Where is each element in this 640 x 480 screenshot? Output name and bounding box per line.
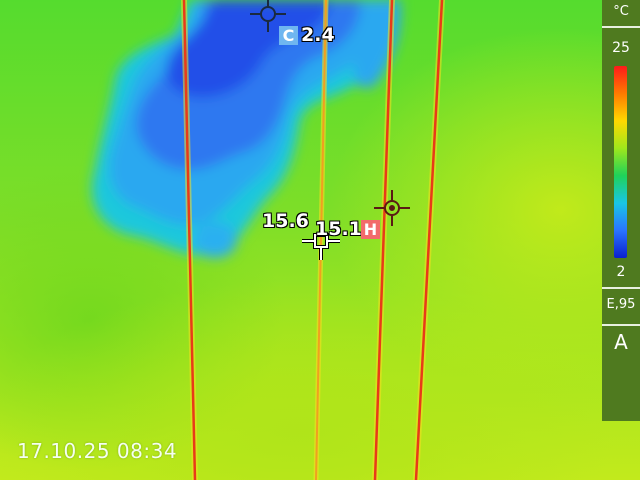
color-scale-gradient [614, 66, 627, 258]
divider [602, 287, 640, 289]
hot-spot-crosshair-icon [374, 190, 410, 226]
cold-spot-badge: C [279, 26, 298, 45]
capture-timestamp: 17.10.25 08:34 [17, 439, 178, 463]
power-lines [181, 0, 445, 480]
scale-max-value: 25 [612, 40, 630, 56]
divider [602, 324, 640, 326]
emissivity-value: E,95 [606, 297, 636, 312]
temperature-scale-panel: °C 25 2 E,95 A [602, 0, 640, 421]
temperature-unit: °C [613, 4, 629, 19]
cold-spot-temperature: 2.4 [301, 24, 335, 46]
cold-spot-crosshair-icon [250, 0, 286, 32]
scale-min-value: 2 [616, 264, 626, 280]
center-spot-crosshair-icon [302, 222, 340, 260]
hot-spot-badge: H [361, 220, 380, 239]
divider [602, 26, 640, 28]
hot-spot-temperature: 15.1 [315, 218, 362, 240]
range-mode-indicator[interactable]: A [614, 330, 628, 354]
cold-region [91, 0, 401, 258]
center-spot-temperature: 15.6 [262, 210, 309, 232]
